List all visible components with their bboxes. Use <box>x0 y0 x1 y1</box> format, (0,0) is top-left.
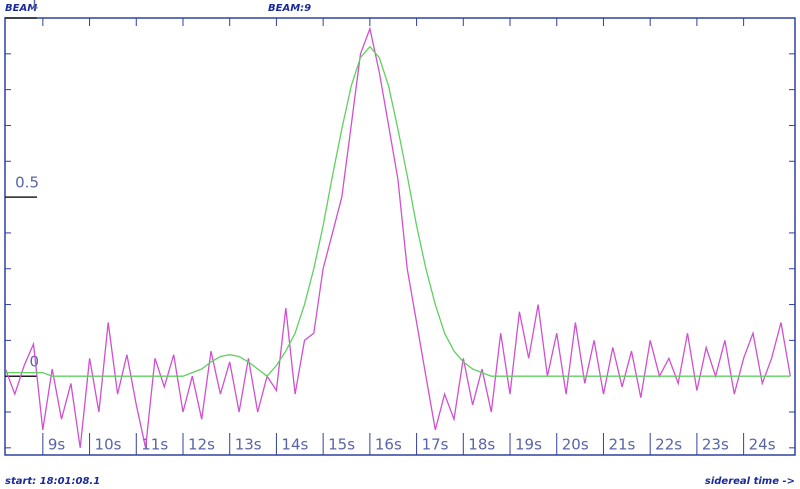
y-tick-label: 1 <box>29 0 39 13</box>
x-tick-label: 11s <box>141 436 168 454</box>
data-line <box>5 45 791 378</box>
chart-title: BEAM:9 <box>268 3 311 14</box>
x-tick-label: 20s <box>562 436 589 454</box>
x-tick-label: 19s <box>515 436 542 454</box>
x-tick-label: 12s <box>188 436 215 454</box>
x-tick-label: 18s <box>468 436 495 454</box>
x-tick-label: 15s <box>328 436 355 454</box>
plot-frame <box>4 17 796 456</box>
y-label: BEAM <box>5 3 37 14</box>
y-tick-label: 0 <box>29 353 39 371</box>
x-tick-label: 10s <box>95 436 122 454</box>
x-label: sidereal time -> <box>705 476 795 487</box>
x-tick-label: 14s <box>281 436 308 454</box>
x-tick-label: 13s <box>235 436 262 454</box>
x-tick-label: 22s <box>655 436 682 454</box>
x-tick-label: 16s <box>375 436 402 454</box>
y-tick-label: 0.5 <box>15 174 39 192</box>
start-label: start: 18:01:08.1 <box>5 476 100 487</box>
x-tick-label: 23s <box>702 436 729 454</box>
x-tick-label: 17s <box>422 436 449 454</box>
data-line <box>4 26 791 448</box>
x-tick-label: 21s <box>608 436 635 454</box>
x-tick-label: 24s <box>749 436 776 454</box>
x-tick-label: 9s <box>48 436 66 454</box>
